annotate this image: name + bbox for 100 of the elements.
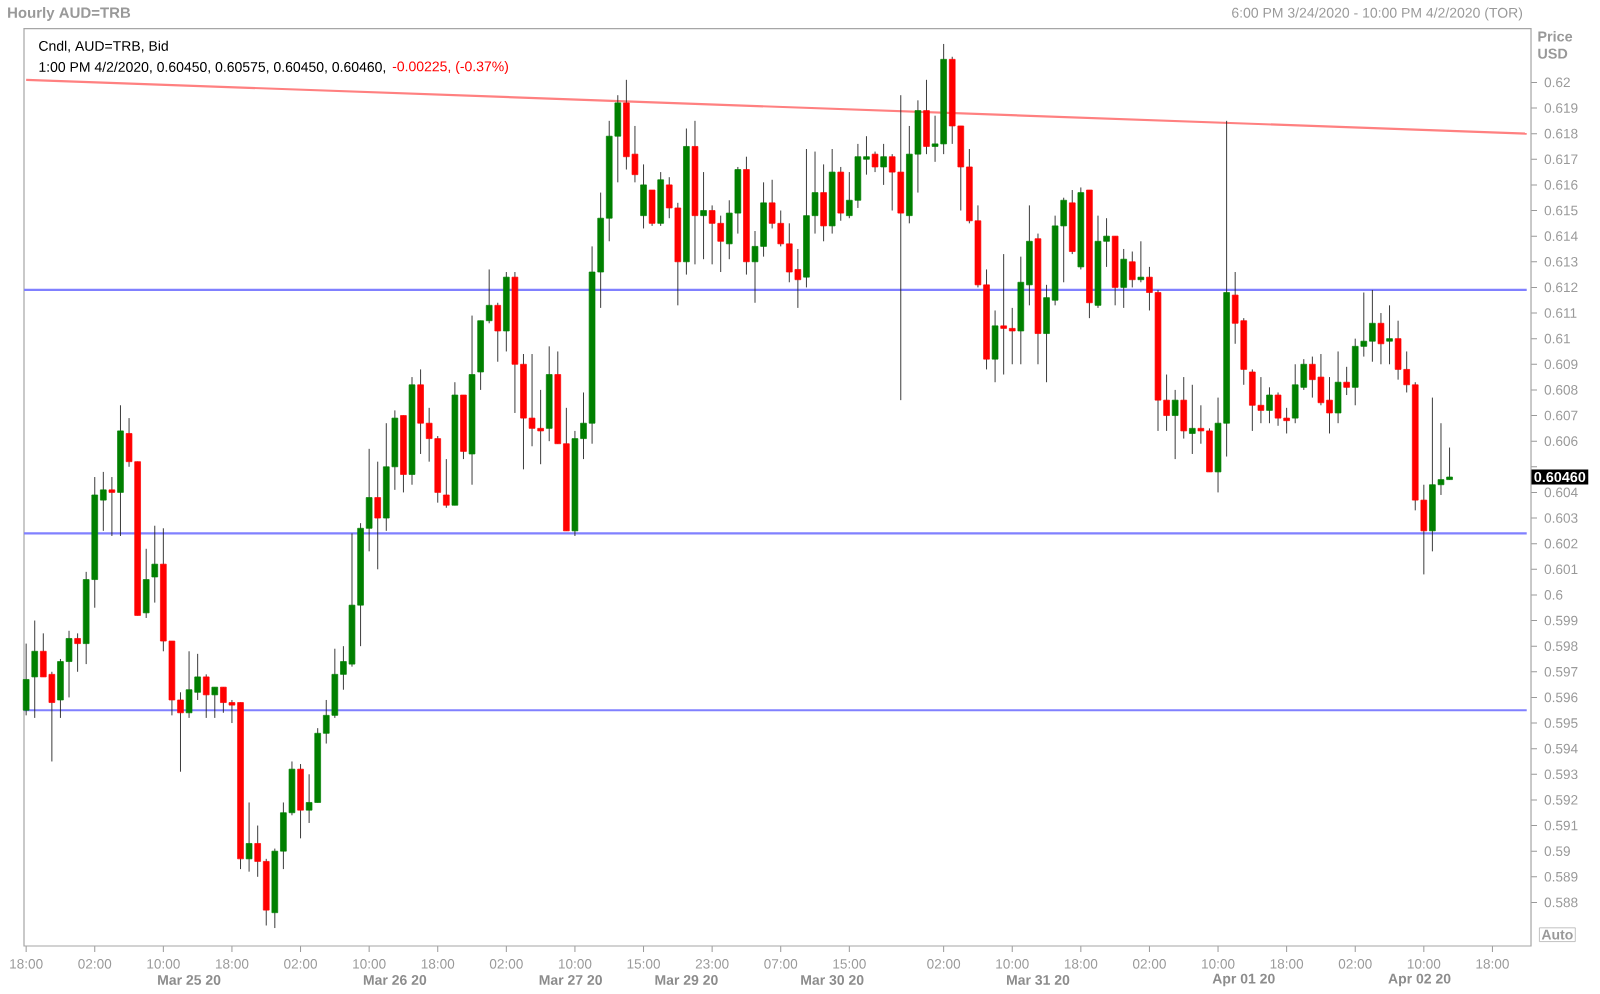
text: Auto <box>1541 929 1573 940</box>
chart-title: Hourly AUD=TRB <box>8 7 131 21</box>
y-tick-label: 0.597 <box>1544 666 1578 677</box>
candlestick <box>871 151 879 173</box>
y-tick-label: 0.596 <box>1544 692 1578 703</box>
x-tick-label: 18:00 <box>1270 959 1304 969</box>
y-tick-label: 0.617 <box>1544 154 1578 165</box>
x-tick-label: 10:00 <box>353 959 386 969</box>
text: Apr 01 20 <box>1212 973 1275 987</box>
annotation: 1:00 PM 4/2/2020, 0.60450, 0.60575, 0.60450, 0.60460, <box>39 61 386 74</box>
candlestick <box>374 461 381 570</box>
x-tick-label: 18:00 <box>1064 959 1098 969</box>
y-tick-label: 0.601 <box>1544 564 1578 575</box>
candlestick <box>1171 389 1179 460</box>
candlestick <box>443 458 450 509</box>
candlestick <box>880 143 887 186</box>
y-tick-label: 0.598 <box>1544 641 1578 651</box>
candlestick <box>211 686 219 719</box>
candlestick <box>108 476 116 537</box>
x-tick-label: 18:00 <box>1476 959 1509 969</box>
x-tick-label: 02:00 <box>489 959 523 969</box>
y-tick-label: 0.613 <box>1544 256 1578 267</box>
y-tick-label: 0.609 <box>1544 359 1578 370</box>
y-tick-label: 0.592 <box>1544 795 1578 805</box>
candlestick <box>254 825 261 878</box>
y-tick-label: 0.6 <box>1544 590 1563 600</box>
x-tick-label: 10:00 <box>147 959 180 969</box>
candlestick <box>74 632 81 673</box>
text: Mar 31 20 <box>1007 975 1070 985</box>
candlestick <box>177 691 184 773</box>
x-tick-label: 02:00 <box>1338 959 1372 969</box>
x-tick-label: 10:00 <box>558 959 592 969</box>
x-tick-label: 07:00 <box>764 959 798 969</box>
y-tick-label: 0.611 <box>1544 308 1577 318</box>
y-tick-label: 0.595 <box>1544 718 1578 728</box>
x-tick-label: 23:00 <box>695 959 729 969</box>
x-tick-label: 15:00 <box>833 959 866 969</box>
candlestick <box>1386 304 1393 365</box>
chart-subtitle: 6:00 PM 3/24/2020 - 10:00 PM 4/2/2020 (TOR) <box>1232 7 1523 21</box>
text: Mar 26 20 <box>363 975 427 985</box>
candlestick <box>1129 251 1136 288</box>
text: 0.60460 <box>1534 471 1586 483</box>
text: Mar 25 20 <box>158 975 221 985</box>
x-tick-label: 02:00 <box>927 959 961 969</box>
x-tick-label: 02:00 <box>284 959 318 969</box>
candlestick <box>1137 240 1145 283</box>
y-tick-label: 0.599 <box>1544 615 1578 626</box>
candlestick <box>1008 307 1016 365</box>
y-tick-label: 0.61 <box>1544 333 1570 344</box>
x-tick-label: 10:00 <box>1407 959 1441 969</box>
y-tick-label: 0.588 <box>1544 897 1578 908</box>
candlestick <box>1326 376 1333 434</box>
x-tick-label: 18:00 <box>421 959 455 969</box>
candlestick <box>1189 384 1196 455</box>
candlestick <box>485 269 493 324</box>
candlestick <box>1197 404 1205 445</box>
y-tick-label: 0.604 <box>1544 487 1578 498</box>
candlestick <box>1377 312 1385 365</box>
x-tick-label: 10:00 <box>1202 959 1235 969</box>
candlestick <box>580 392 587 460</box>
y-tick-label: 0.614 <box>1544 231 1578 241</box>
x-tick-label: 18:00 <box>215 959 249 969</box>
y-tick-label: 0.594 <box>1544 743 1578 754</box>
y-tick-label: 0.606 <box>1544 436 1578 446</box>
y-tick-label: 0.602 <box>1544 538 1578 549</box>
candlestick <box>863 135 870 176</box>
x-tick-label: 18:00 <box>10 959 43 969</box>
y-tick-label: 0.618 <box>1544 128 1578 139</box>
y-tick-label: 0.612 <box>1544 282 1578 293</box>
candlestick <box>100 471 107 532</box>
text: Mar 30 20 <box>801 975 864 985</box>
x-tick-label: 02:00 <box>1132 959 1166 969</box>
y-tick-label: 0.615 <box>1544 205 1578 216</box>
y-tick-label: 0.589 <box>1544 871 1578 882</box>
y-tick-label: 0.593 <box>1544 769 1578 780</box>
text: Apr 02 20 <box>1388 973 1451 987</box>
y-tick-label: 0.62 <box>1544 77 1570 88</box>
y-tick-label: 0.603 <box>1544 513 1578 523</box>
candlestick <box>1000 253 1007 375</box>
text: Mar 27 20 <box>539 975 602 985</box>
candlestick <box>1343 366 1350 396</box>
y-tick-label: 0.619 <box>1544 103 1578 113</box>
annotation: -0.00225, (-0.37%) <box>392 61 508 75</box>
x-tick-label: 15:00 <box>627 959 661 969</box>
candlestick <box>1369 289 1376 363</box>
y-tick-label: 0.59 <box>1544 846 1570 856</box>
candlestick <box>245 802 253 873</box>
candlestick <box>700 171 707 260</box>
y-tick-label: 0.616 <box>1544 180 1578 190</box>
x-tick-label: 02:00 <box>78 959 112 969</box>
y-tick-label: 0.608 <box>1544 385 1578 395</box>
annotation: Cndl, AUD=TRB, Bid <box>39 40 168 53</box>
x-tick-label: 10:00 <box>996 959 1029 969</box>
y-axis-title: Price USD <box>1538 30 1573 59</box>
candlestick <box>151 525 159 604</box>
text: Mar 29 20 <box>655 975 718 985</box>
y-tick-label: 0.591 <box>1544 820 1578 831</box>
candlestick <box>1266 386 1273 424</box>
y-tick-label: 0.607 <box>1544 410 1578 421</box>
candlestick <box>202 673 210 719</box>
